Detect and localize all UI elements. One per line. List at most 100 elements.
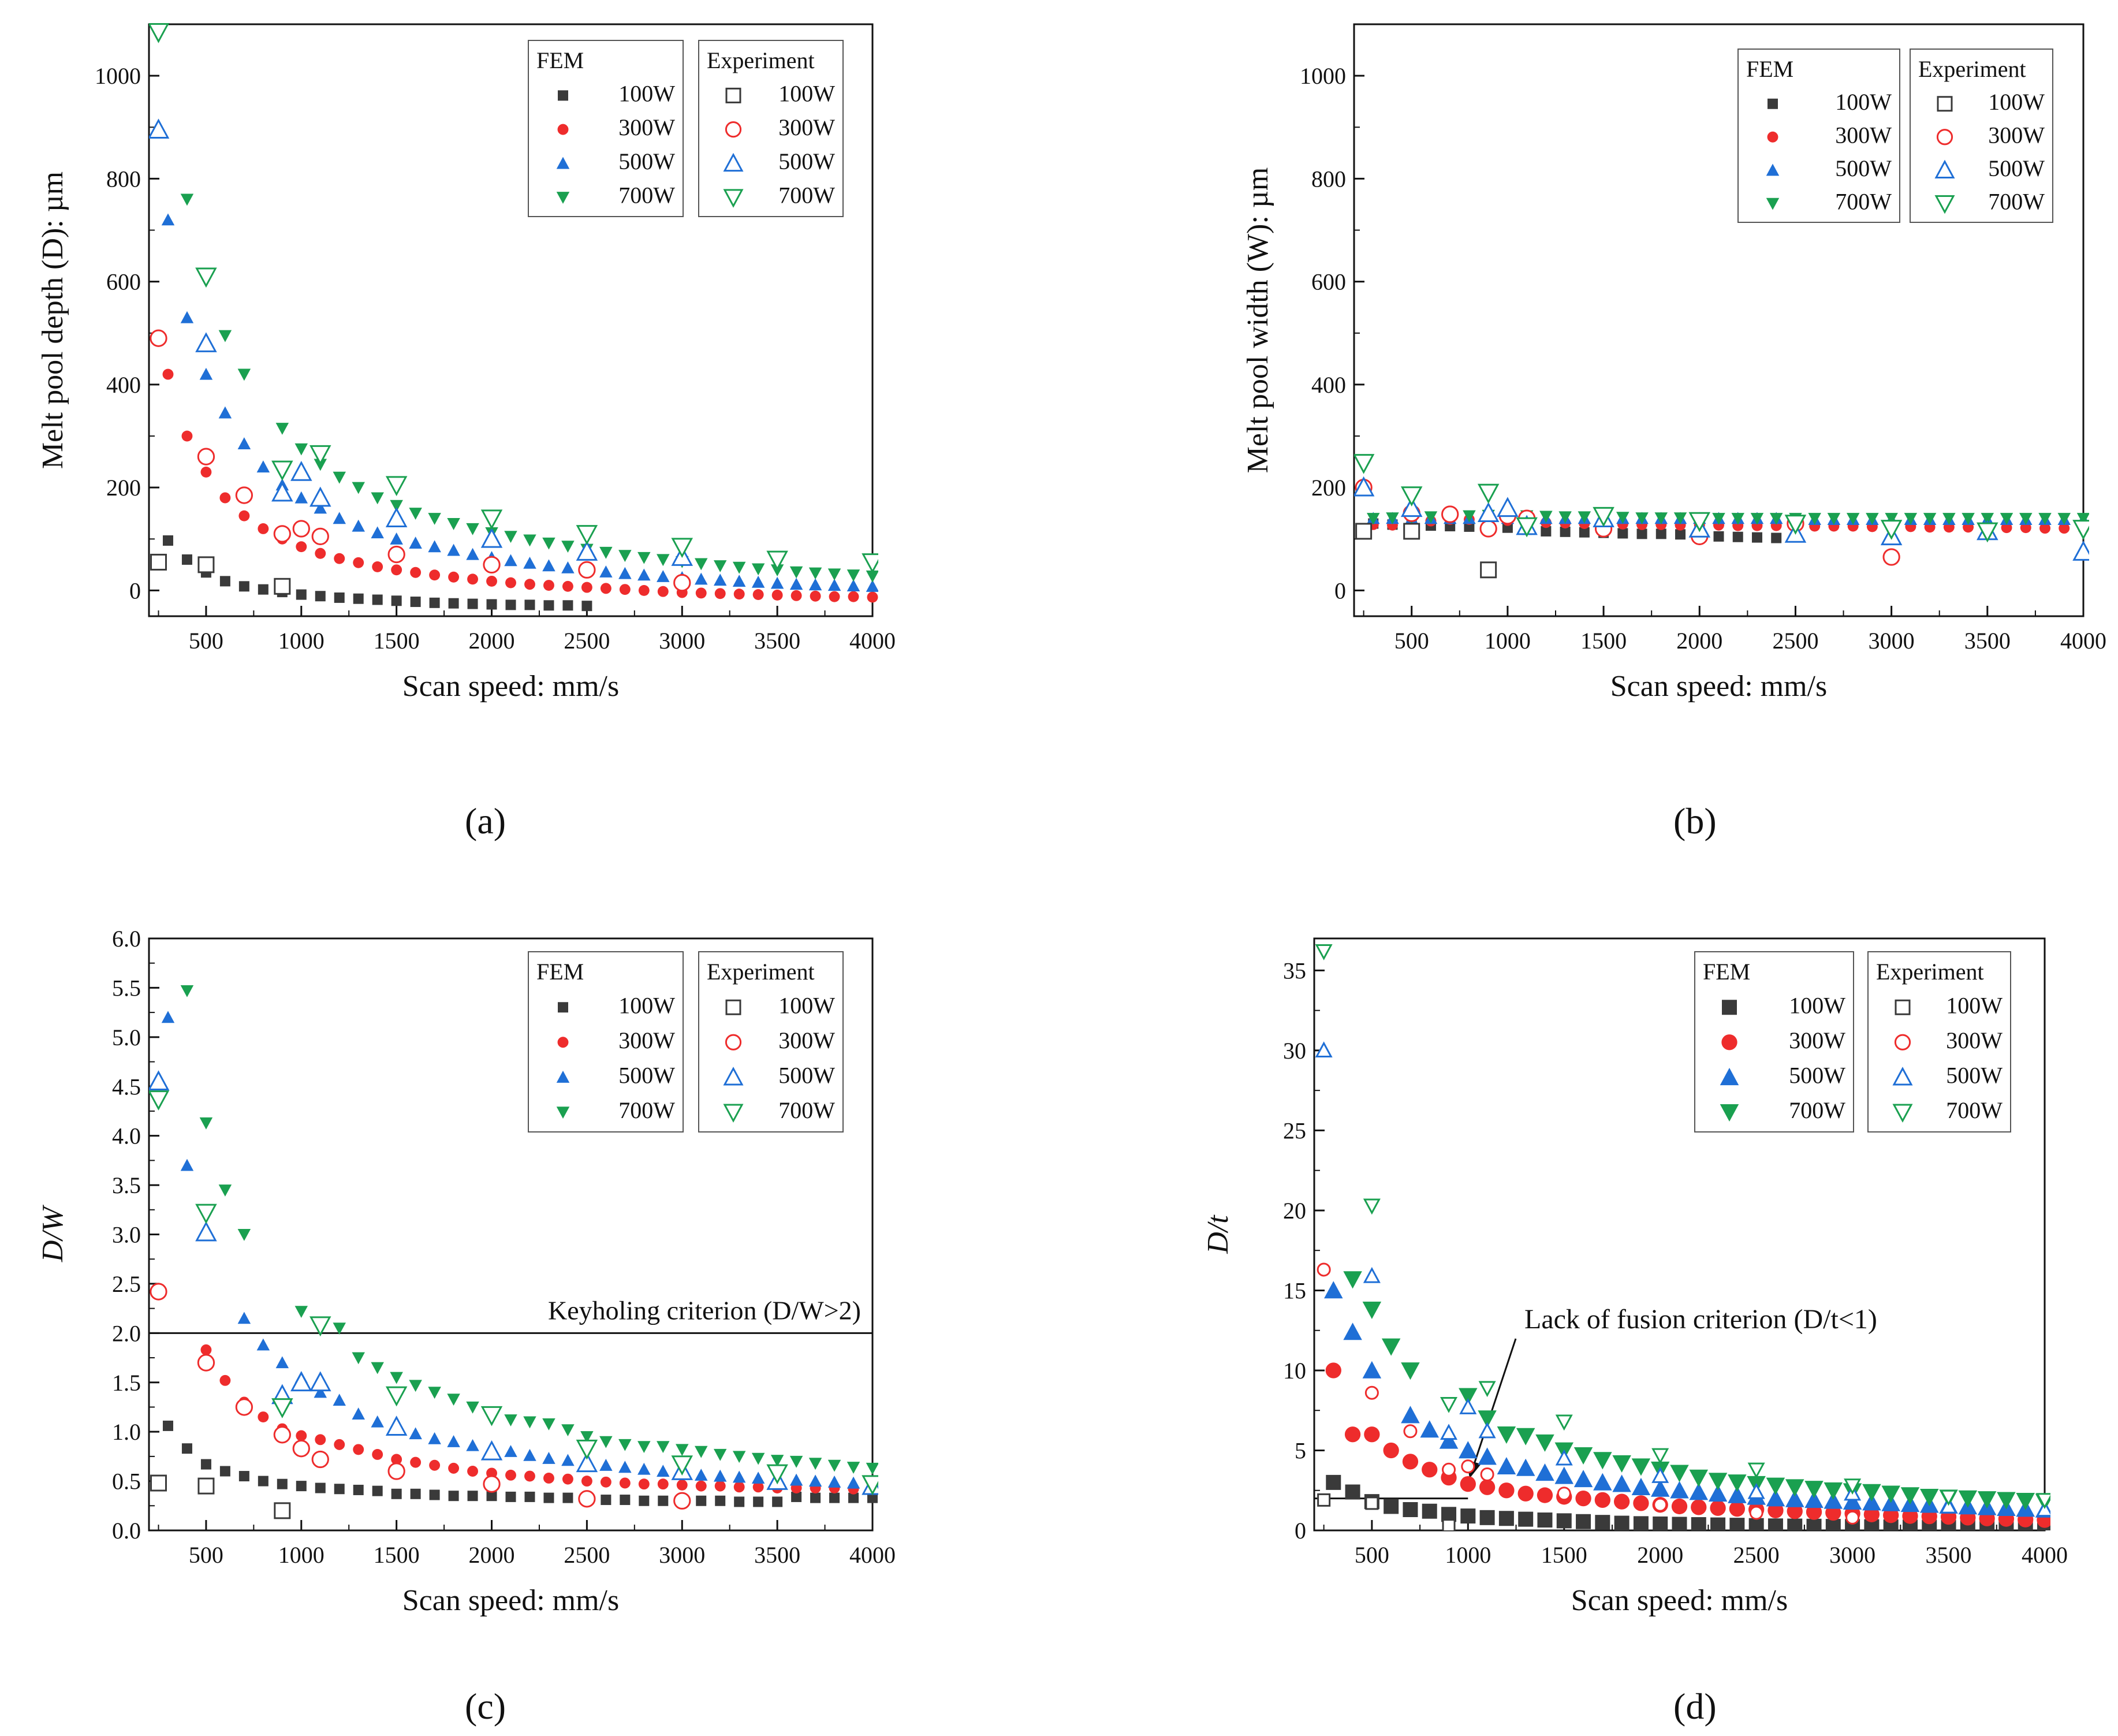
fem-point [751,575,765,588]
fem-point [448,571,460,583]
fem-point [391,1488,402,1499]
fem-point [448,1462,460,1474]
data-points [149,985,878,1519]
fem-point [1575,1490,1591,1507]
exp-point [1317,1493,1331,1507]
legend-fem: FEM 100W 300W 500W 700W [528,951,684,1133]
fem-point [258,584,269,595]
fem-point [1883,1507,1899,1523]
fem-point [695,1480,707,1492]
fem-point [353,1444,364,1455]
fem-point [162,535,173,546]
y-tick-label: 4.0 [112,1123,141,1149]
fem-point [1846,513,1860,525]
series-exp-500w [1315,1041,2050,1517]
fem-point [1613,1493,1630,1510]
exp-point [671,538,693,558]
fem-point [581,582,592,593]
exp-point [1477,502,1500,523]
fem-point [1748,1518,1764,1530]
fem-point [847,1476,860,1489]
chart-panel-a: 500 1000 1500 2000 2500 3000 3500 4000 0 200 400 60… [36,23,896,703]
x-tick-label: 4000 [2022,1542,2068,1568]
exp-point [1365,1496,1379,1510]
x-tick-label: 2500 [1772,628,1818,654]
exp-point [480,527,503,548]
x-tick-label: 1000 [1445,1542,1491,1568]
legend-label: 100W [618,992,675,1018]
exp-point [578,561,596,579]
series-exp-700w [149,23,878,573]
fem-point [713,560,727,572]
fem-point [372,594,383,605]
fem-point [1885,513,1898,525]
fem-point [523,556,536,569]
series-exp-700w [149,1090,878,1496]
fem-point [372,1485,383,1496]
panel-label-a: (a) [465,800,506,841]
exp-point [1355,523,1373,540]
fem-point [1997,1492,2016,1510]
exp-point [1459,1398,1477,1414]
fem-point [733,1481,745,1493]
legend-title: Experiment [707,959,815,985]
fem-point [315,1482,326,1493]
legend-title: FEM [1703,959,1750,985]
exp-point [385,1386,408,1407]
y-tick-label: 0.5 [112,1469,141,1495]
exp-point [197,556,215,573]
fem-point [827,1459,841,1472]
exp-point [766,550,788,571]
y-tick-label: 0.0 [112,1518,141,1544]
fem-point [296,1481,307,1492]
fem-point [676,1479,688,1491]
fem-point [1768,1518,1783,1530]
fem-point [429,569,441,581]
fem-point [770,576,784,589]
fem-point [429,1459,441,1471]
exp-point [274,1502,291,1519]
fem-point [1422,1462,1438,1478]
panel-label-c: (c) [465,1686,506,1727]
exp-point [673,1492,691,1510]
fem-point [695,587,707,599]
legend-marker [1894,1034,1911,1050]
legend-exp: Experiment 100W 300W 500W 700W [698,40,844,217]
legend-box [1867,951,2011,1133]
fem-point [1498,1511,1514,1526]
fem-point [2038,513,2052,525]
legend-label: 700W [618,182,675,208]
fem-point [1689,1469,1709,1487]
legend-label: 700W [1946,1097,2003,1123]
fem-point [1728,1485,1747,1503]
fem-point [1731,513,1744,525]
chart-panel-c: 500 1000 1500 2000 2500 3000 3500 4000 0.0 0.5 1.0… [36,926,896,1617]
fem-point [1958,1490,1978,1508]
exp-point [1593,506,1614,527]
exp-point [1747,1462,1765,1479]
series-exp-500w [149,1070,878,1495]
y-tick-label: 1.5 [112,1370,141,1396]
fem-point [1863,1506,1880,1522]
exp-point [195,1221,217,1242]
fem-point [447,543,460,556]
chart-panel-b: 500 1000 1500 2000 2500 3000 3500 4000 0 200 400 60… [1241,23,2106,703]
fem-point [1962,513,1975,525]
fem-point [599,546,613,559]
x-tick-label: 500 [189,1542,223,1568]
fem-point [296,1430,307,1441]
x-tick-label: 1000 [1485,628,1531,654]
fem-point [256,1338,270,1351]
y-tick-label: 600 [106,269,141,295]
fem-point [1402,1454,1419,1470]
fem-point [428,1387,441,1399]
fem-point [333,1394,346,1406]
fem-point [504,1414,517,1426]
fem-point [1824,1482,1843,1500]
x-tick-label: 1500 [374,1542,420,1568]
fem-point [791,1491,802,1502]
x-tick-label: 4000 [849,628,896,654]
exp-point [1442,1462,1456,1477]
exp-point [1940,1489,1957,1506]
fem-point [789,1473,803,1486]
